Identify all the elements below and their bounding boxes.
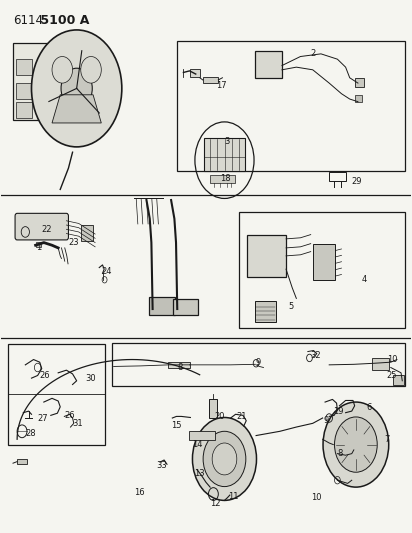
Bar <box>177 41 405 171</box>
Bar <box>168 362 190 368</box>
Bar <box>203 77 218 83</box>
Text: 12: 12 <box>210 498 220 507</box>
Text: 10: 10 <box>311 493 321 502</box>
Bar <box>17 459 27 464</box>
Bar <box>329 172 346 181</box>
Text: 14: 14 <box>192 440 202 449</box>
Circle shape <box>192 417 257 500</box>
Bar <box>16 83 32 99</box>
Bar <box>372 359 389 370</box>
Bar <box>204 138 245 171</box>
Text: 21: 21 <box>237 412 247 421</box>
Text: 5100 A: 5100 A <box>35 14 89 27</box>
Text: 22: 22 <box>42 225 52 234</box>
Text: 5: 5 <box>288 302 293 311</box>
Text: 15: 15 <box>171 422 182 431</box>
Text: 6: 6 <box>366 403 372 412</box>
Text: 1: 1 <box>35 244 41 253</box>
Text: 25: 25 <box>387 371 397 380</box>
Text: 27: 27 <box>37 414 48 423</box>
Circle shape <box>52 56 73 83</box>
Bar <box>190 69 200 77</box>
Bar <box>13 43 62 120</box>
Bar <box>16 59 32 75</box>
Text: 20: 20 <box>214 412 225 421</box>
Text: 10: 10 <box>387 355 397 364</box>
Bar <box>112 343 405 386</box>
Text: 30: 30 <box>85 374 96 383</box>
Text: 8: 8 <box>177 363 183 372</box>
Bar <box>393 375 404 384</box>
Circle shape <box>37 99 50 116</box>
Text: 23: 23 <box>68 238 79 247</box>
Bar <box>8 344 105 445</box>
Text: 26: 26 <box>40 371 50 380</box>
Bar <box>173 300 198 316</box>
Text: 28: 28 <box>25 430 36 439</box>
Bar <box>313 244 335 280</box>
Text: 18: 18 <box>220 174 231 183</box>
Bar <box>355 78 364 87</box>
Circle shape <box>323 402 389 487</box>
Circle shape <box>31 30 122 147</box>
Text: 32: 32 <box>311 351 321 360</box>
Bar <box>255 51 282 78</box>
Text: 7: 7 <box>385 435 390 444</box>
Text: 13: 13 <box>194 470 204 478</box>
Bar <box>355 95 362 102</box>
Circle shape <box>212 443 237 475</box>
Text: 11: 11 <box>229 491 239 500</box>
Text: 19: 19 <box>333 407 344 416</box>
Text: 24: 24 <box>101 268 112 276</box>
Bar <box>247 235 286 277</box>
Text: 2: 2 <box>311 50 316 58</box>
Text: 17: 17 <box>216 81 227 90</box>
Bar <box>189 431 215 440</box>
Bar <box>35 242 40 247</box>
Circle shape <box>81 56 101 83</box>
Bar <box>148 297 175 316</box>
Text: 33: 33 <box>157 462 167 470</box>
Text: 4: 4 <box>362 275 367 284</box>
Bar <box>81 225 93 241</box>
Text: 31: 31 <box>73 419 83 428</box>
Text: 3: 3 <box>225 137 230 146</box>
Text: 6114: 6114 <box>13 14 43 27</box>
FancyBboxPatch shape <box>15 213 68 240</box>
Bar <box>209 399 218 418</box>
Text: 29: 29 <box>352 177 362 186</box>
Bar <box>210 175 235 182</box>
Text: 16: 16 <box>134 488 145 497</box>
Polygon shape <box>52 95 101 123</box>
Bar <box>16 102 32 118</box>
Text: 9: 9 <box>323 416 328 425</box>
Circle shape <box>61 68 92 109</box>
Circle shape <box>203 431 246 487</box>
Circle shape <box>335 417 377 472</box>
Bar <box>255 301 276 322</box>
Text: 26: 26 <box>64 411 75 420</box>
Bar <box>239 212 405 328</box>
Text: 8: 8 <box>337 449 343 458</box>
Text: 9: 9 <box>255 358 260 367</box>
